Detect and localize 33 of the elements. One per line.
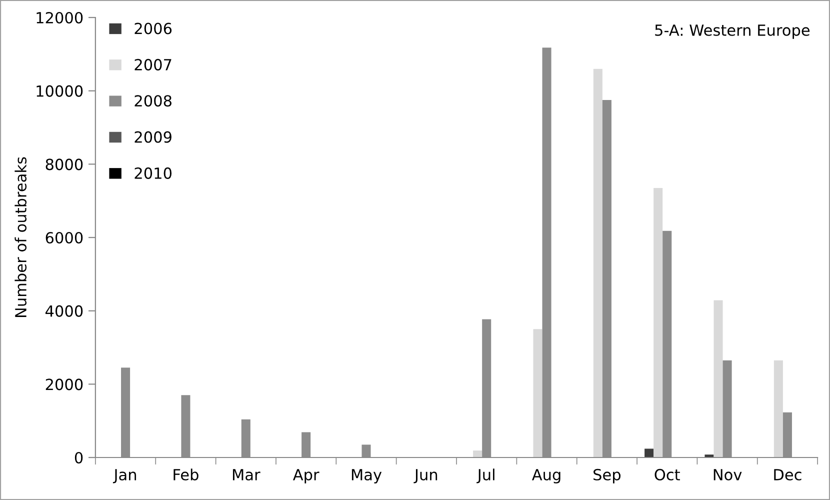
legend-label: 2006 <box>134 22 172 34</box>
legend-label: 2010 <box>134 167 172 179</box>
bar <box>593 68 602 458</box>
y-tick-label: 10000 <box>36 85 83 97</box>
bar <box>533 329 542 458</box>
y-tick-label: 2000 <box>46 378 83 390</box>
x-tick-label: Sep <box>594 468 620 484</box>
bar <box>473 450 482 458</box>
x-tick-label: Oct <box>654 468 680 480</box>
chart-title: 5-A: Western Europe <box>655 24 810 39</box>
y-tick-label: 0 <box>74 452 83 464</box>
x-tick-label: Nov <box>714 469 742 480</box>
y-tick-label: 8000 <box>46 158 83 170</box>
legend-label: 2009 <box>134 131 172 143</box>
legend-label: 2007 <box>134 58 172 70</box>
x-tick-label: Feb <box>174 468 198 480</box>
x-tick-label: Dec <box>774 469 802 480</box>
x-tick-label: Apr <box>292 469 320 484</box>
x-tick-label: May <box>352 469 382 484</box>
x-tick-label: Mar <box>232 469 260 480</box>
bar <box>654 188 663 458</box>
y-tick-label: 12000 <box>36 12 83 24</box>
x-tick-label: Jun <box>414 469 438 484</box>
x-tick-label: Aug <box>532 469 560 484</box>
y-tick-label: 6000 <box>46 232 83 244</box>
x-tick-label: Jul <box>476 468 494 484</box>
bar <box>714 300 723 458</box>
y-tick-label: 4000 <box>46 305 83 317</box>
bar <box>774 360 783 458</box>
x-tick-label: Jan <box>112 469 136 484</box>
bar <box>644 448 654 458</box>
legend-label: 2008 <box>134 95 172 107</box>
y-axis-title: Number of outbreaks <box>14 157 27 318</box>
